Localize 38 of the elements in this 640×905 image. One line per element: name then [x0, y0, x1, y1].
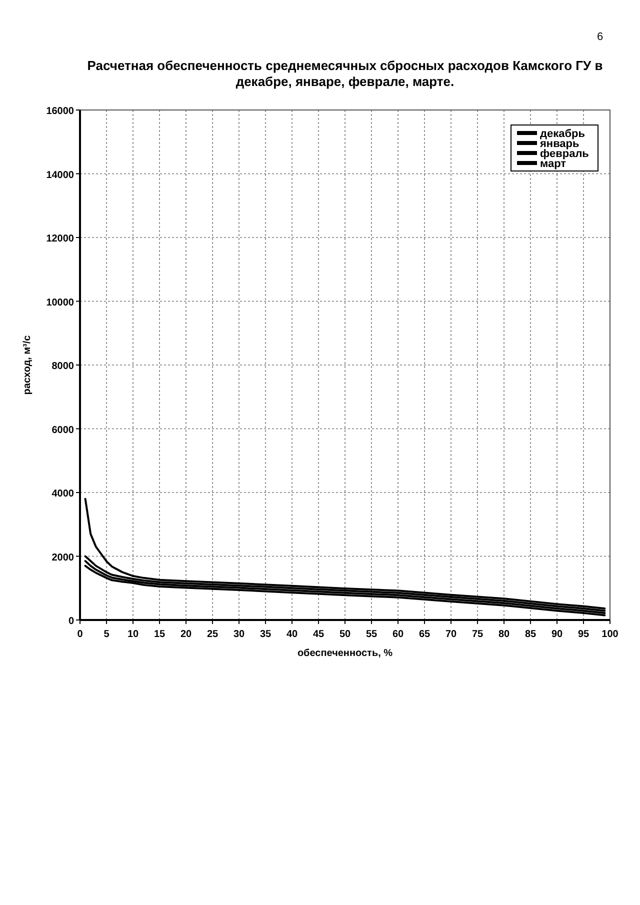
x-tick-label: 65: [418, 629, 430, 640]
x-tick-label: 80: [498, 629, 510, 640]
legend-label: февраль: [540, 148, 590, 160]
y-tick-label: 0: [68, 616, 74, 627]
x-tick-label: 20: [180, 629, 192, 640]
y-tick-label: 2000: [52, 552, 74, 564]
legend-label: декабрь: [540, 128, 586, 140]
x-tick-label: 55: [366, 629, 378, 640]
chart-title: Расчетная обеспеченность среднемесячных сбросных расходов Камского ГУ в декабре, январе, феврале, марте.: [87, 58, 603, 89]
x-tick-label: 30: [233, 629, 245, 640]
x-tick-label: 5: [104, 629, 110, 640]
x-tick-label: 25: [206, 629, 218, 640]
x-tick-label: 60: [392, 629, 404, 640]
x-tick-label: 40: [286, 629, 298, 640]
y-tick-label: 8000: [52, 361, 74, 372]
y-tick-label: 12000: [46, 234, 74, 244]
x-tick-label: 70: [445, 629, 457, 640]
x-tick-label: 50: [339, 629, 351, 640]
x-tick-label: 95: [578, 629, 590, 640]
legend-label: январь: [540, 138, 580, 150]
x-tick-label: 75: [472, 629, 484, 640]
x-axis-title: обеспеченность, %: [297, 648, 393, 659]
x-tick-label: 35: [260, 629, 272, 640]
y-tick-label: 10000: [46, 297, 74, 308]
x-tick-label: 100: [602, 629, 619, 640]
x-tick-label: 10: [127, 629, 139, 640]
y-tick-label: 14000: [46, 170, 74, 181]
x-tick-label: 0: [77, 629, 84, 640]
y-tick-label: 4000: [52, 488, 74, 500]
text: 6: [596, 31, 604, 43]
y-tick-label: 6000: [52, 424, 74, 436]
x-tick-label: 85: [524, 629, 536, 640]
x-tick-label: 90: [551, 629, 563, 640]
legend-label: март: [540, 158, 567, 170]
x-tick-label: 15: [154, 629, 166, 640]
y-axis-title: расход, м³/с: [22, 334, 33, 395]
y-tick-label: 16000: [46, 106, 74, 117]
x-tick-label: 45: [312, 629, 324, 640]
